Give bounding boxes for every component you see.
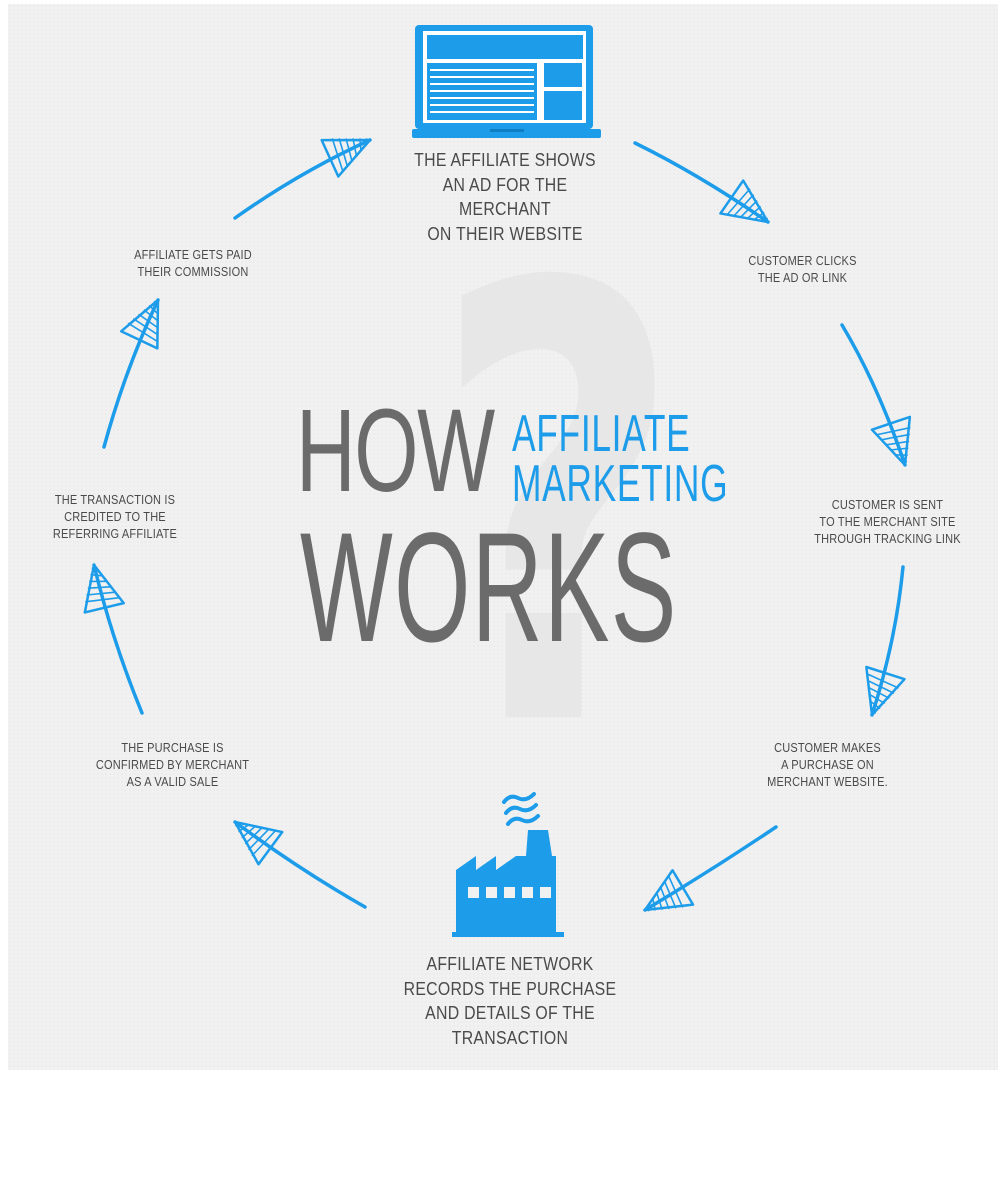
arrow-to-customer-clicks <box>633 141 770 224</box>
arrow-to-customer-purchase <box>865 565 906 717</box>
step-customer-clicks: CUSTOMER CLICKS THE AD OR LINK <box>748 254 857 285</box>
title-how: HOW <box>296 385 495 517</box>
step-affiliate-paid: AFFILIATE GETS PAID THEIR COMMISSION <box>134 248 252 279</box>
arrow-to-affiliate-shows <box>233 138 372 220</box>
arrow-to-network <box>643 825 778 912</box>
title-affiliate: AFFILIATE <box>512 405 691 463</box>
factory-icon <box>452 792 564 937</box>
arrow-to-customer-sent <box>840 323 912 467</box>
arrow-to-affiliate-paid <box>102 298 160 449</box>
title-works: WORKS <box>300 501 678 675</box>
diagram-panel <box>8 4 998 1070</box>
step-transaction-credited: THE TRANSACTION IS CREDITED TO THE REFER… <box>52 493 178 541</box>
step-affiliate-shows-ad: THE AFFILIATE SHOWS AN AD FOR THE MERCHA… <box>414 150 596 244</box>
step-customer-sent: CUSTOMER IS SENT TO THE MERCHANT SITE TH… <box>814 498 961 546</box>
step-purchase-confirmed: THE PURCHASE IS CONFIRMED BY MERCHANT AS… <box>95 741 250 789</box>
arrow-to-transaction-credited <box>83 563 144 715</box>
step-customer-purchase: CUSTOMER MAKES A PURCHASE ON MERCHANT WE… <box>767 741 888 789</box>
laptop-icon <box>412 25 601 138</box>
step-network-records: AFFILIATE NETWORK RECORDS THE PURCHASE A… <box>403 954 617 1048</box>
background-question-mark: ? <box>432 160 683 859</box>
arrow-to-purchase-confirmed <box>233 820 367 909</box>
title-marketing: MARKETING <box>512 455 729 513</box>
